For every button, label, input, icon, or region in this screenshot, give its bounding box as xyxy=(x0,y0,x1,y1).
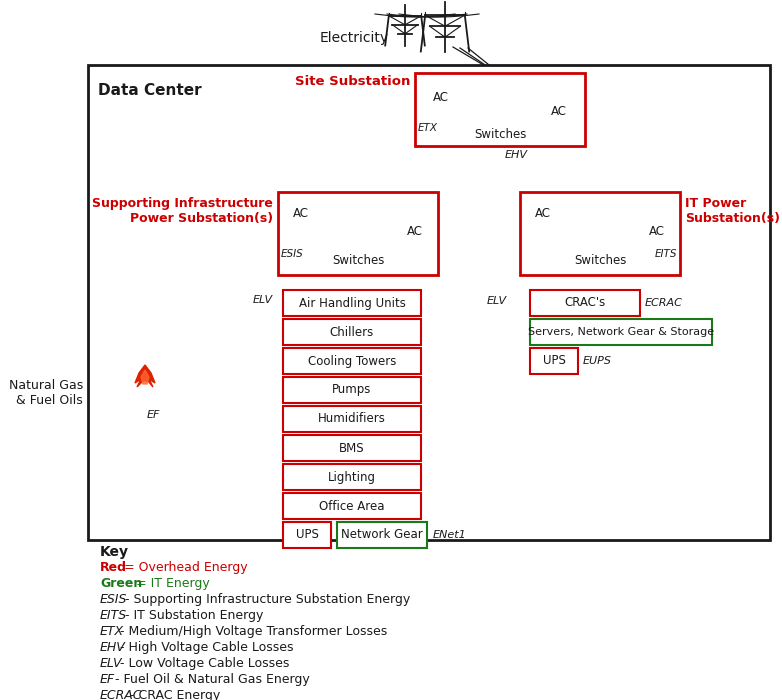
Text: ETX: ETX xyxy=(418,123,438,133)
Text: EF: EF xyxy=(147,410,160,420)
Text: Site Substation: Site Substation xyxy=(295,75,410,88)
Text: ENet1: ENet1 xyxy=(433,530,467,540)
Text: Network Gear: Network Gear xyxy=(341,528,423,542)
Text: AC: AC xyxy=(433,91,449,104)
Text: Key: Key xyxy=(100,545,129,559)
Text: ELV: ELV xyxy=(487,296,507,306)
Text: - Supporting Infrastructure Substation Energy: - Supporting Infrastructure Substation E… xyxy=(121,593,411,606)
Text: Lighting: Lighting xyxy=(328,470,376,484)
Text: AC: AC xyxy=(649,225,665,238)
Text: UPS: UPS xyxy=(543,354,565,368)
Text: ESIS: ESIS xyxy=(100,593,127,606)
Text: AC: AC xyxy=(551,105,567,118)
Text: - Medium/High Voltage Transformer Losses: - Medium/High Voltage Transformer Losses xyxy=(116,625,387,638)
Bar xyxy=(88,65,770,540)
Text: = IT Energy: = IT Energy xyxy=(132,577,210,590)
Bar xyxy=(283,435,421,461)
Bar xyxy=(520,192,680,275)
Text: AC: AC xyxy=(407,225,423,238)
Text: Switches: Switches xyxy=(474,127,526,141)
Text: EITS: EITS xyxy=(655,249,677,259)
Text: ETX: ETX xyxy=(100,625,124,638)
Text: ELV: ELV xyxy=(253,295,273,305)
Text: - Low Voltage Cable Losses: - Low Voltage Cable Losses xyxy=(116,657,289,670)
Bar xyxy=(283,493,421,519)
Text: ECRAC: ECRAC xyxy=(100,689,142,700)
Text: Chillers: Chillers xyxy=(330,326,374,339)
Text: Office Area: Office Area xyxy=(319,500,385,512)
Text: Air Handling Units: Air Handling Units xyxy=(299,297,405,309)
Text: EITS: EITS xyxy=(100,609,127,622)
Bar xyxy=(283,406,421,432)
Bar xyxy=(283,377,421,403)
Text: BMS: BMS xyxy=(339,442,365,454)
Text: Supporting Infrastructure
Power Substation(s): Supporting Infrastructure Power Substati… xyxy=(92,197,273,225)
Text: AC: AC xyxy=(535,207,551,220)
Text: ELV: ELV xyxy=(100,657,123,670)
Text: Data Center: Data Center xyxy=(98,83,202,98)
Bar xyxy=(283,464,421,490)
Text: Cooling Towers: Cooling Towers xyxy=(308,354,396,368)
Text: Switches: Switches xyxy=(574,255,626,267)
Bar xyxy=(278,192,438,275)
Text: = Overhead Energy: = Overhead Energy xyxy=(120,561,247,574)
Bar xyxy=(283,319,421,345)
Text: CRAC's: CRAC's xyxy=(565,297,605,309)
Bar xyxy=(283,348,421,374)
Text: Pumps: Pumps xyxy=(332,384,371,396)
Bar xyxy=(530,348,578,374)
Bar xyxy=(530,290,640,316)
Text: ECRAC: ECRAC xyxy=(645,298,683,308)
Text: Humidifiers: Humidifiers xyxy=(318,412,386,426)
Text: Red: Red xyxy=(100,561,127,574)
Bar xyxy=(415,73,585,146)
Text: IT Power
Substation(s): IT Power Substation(s) xyxy=(685,197,780,225)
Text: - CRAC Energy: - CRAC Energy xyxy=(126,689,221,700)
Text: EUPS: EUPS xyxy=(583,356,612,366)
Text: Servers, Network Gear & Storage: Servers, Network Gear & Storage xyxy=(528,327,714,337)
Bar xyxy=(283,522,331,548)
Text: UPS: UPS xyxy=(296,528,318,542)
Text: Electricity: Electricity xyxy=(320,31,389,45)
Text: - High Voltage Cable Losses: - High Voltage Cable Losses xyxy=(116,641,293,654)
Polygon shape xyxy=(141,370,149,384)
Text: - Fuel Oil & Natural Gas Energy: - Fuel Oil & Natural Gas Energy xyxy=(111,673,310,686)
Text: AC: AC xyxy=(293,207,309,220)
Text: Switches: Switches xyxy=(332,255,384,267)
Text: - IT Substation Energy: - IT Substation Energy xyxy=(121,609,264,622)
Text: Green: Green xyxy=(100,577,142,590)
Polygon shape xyxy=(135,365,155,387)
Text: EF: EF xyxy=(100,673,115,686)
Text: EHV: EHV xyxy=(505,150,528,160)
Text: ESIS: ESIS xyxy=(281,249,303,259)
Bar xyxy=(283,290,421,316)
Bar xyxy=(530,319,712,345)
Text: Natural Gas
& Fuel Oils: Natural Gas & Fuel Oils xyxy=(9,379,83,407)
Text: EHV: EHV xyxy=(100,641,126,654)
Bar xyxy=(337,522,427,548)
